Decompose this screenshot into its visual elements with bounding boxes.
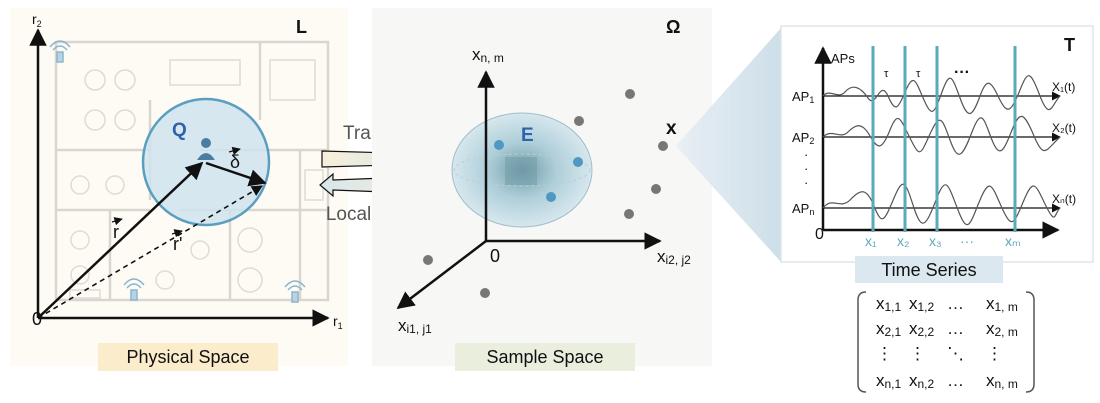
tau-label: τ [884, 68, 889, 80]
matrix-cell: … [947, 294, 964, 313]
sample-point-x-label: x [666, 118, 677, 139]
panel-corner-label-T: T [1064, 35, 1075, 55]
matrix-cell: ⋮ [876, 344, 893, 363]
xnt-label: Xₙ(t) [1052, 192, 1076, 206]
matrix-cell: … [947, 319, 964, 338]
series-origin-label: 0 [815, 226, 824, 243]
matrix-cell: xn,1 [876, 371, 902, 391]
access-point-icon [123, 278, 145, 301]
caption-sample: Sample Space [486, 347, 603, 367]
matrix-cells: x1,1 x1,2 … x1, m x2,1 x2,2 … x2, m ⋮ ⋮ ⋱ ⋮ xn,1 xn,2… [876, 294, 1018, 391]
matrix-cell: … [947, 371, 964, 390]
origin-label: 0 [32, 309, 42, 329]
axis-xnm-label: xn, m [472, 45, 504, 65]
sample-point [651, 184, 661, 194]
ap1-signal [822, 75, 1061, 115]
matrix-cell: ⋮ [909, 344, 926, 363]
ap2-label: AP2 [792, 130, 814, 146]
apn-label: APn [792, 201, 814, 217]
aps-label: APs [831, 51, 855, 66]
sample-point [574, 116, 584, 126]
sample-point-inside [494, 140, 504, 150]
xi1j1-axis [396, 240, 487, 310]
caption-physical: Physical Space [126, 347, 249, 367]
time-series-panel: APs T τ τ ··· AP1 AP2 APn · · · X₁(t) X₂… [780, 25, 1094, 283]
axis-xi2j2-label: xi2, j2 [657, 247, 691, 267]
access-point-icon [49, 40, 71, 63]
axis-r2-label: r2 [32, 11, 42, 29]
zoom-cone [676, 28, 781, 262]
sample-point [658, 141, 668, 151]
matrix-cell: x1, m [986, 294, 1018, 314]
caption-series-bg [855, 256, 1003, 283]
sample-point [480, 288, 490, 298]
matrix-cell: x2,2 [909, 319, 935, 339]
x1t-label: X₁(t) [1052, 80, 1075, 94]
vector-r-prime-label: r' [173, 234, 182, 254]
tick-dots: ··· [960, 233, 974, 249]
sample-point [624, 209, 634, 219]
ellipsoid-equator [453, 153, 591, 187]
physical-space-panel: r2 r1 L 0 Q r r' δ Physical Space [10, 8, 348, 371]
matrix-cell: x1,2 [909, 294, 935, 314]
tick-xm: xₘ [1005, 233, 1021, 249]
sample-point [423, 255, 433, 265]
ap1-label: AP1 [792, 89, 814, 105]
vdots-label: · [804, 147, 808, 162]
sample-space-panel: E xn, m xi2, j2 xi1, j1 0 Ω x Sample Spa… [372, 8, 712, 371]
vector-delta-accent [228, 146, 241, 156]
matrix-cell: x1,1 [876, 294, 902, 314]
x2t-label: X₂(t) [1052, 121, 1076, 135]
data-matrix: x1,1 x1,2 … x1, m x2,1 x2,2 … x2, m ⋮ ⋮ ⋱ ⋮ xn,1 xn,2… [857, 291, 1035, 393]
caption-sample-bg [455, 343, 635, 371]
vector-r [37, 161, 204, 319]
vector-r-accent [111, 217, 123, 226]
caption-series: Time Series [881, 260, 976, 280]
tau-label: τ [916, 68, 921, 80]
axis-r1-label: r1 [333, 313, 343, 331]
person-icon [197, 138, 215, 160]
matrix-cell: x2,1 [876, 319, 902, 339]
furniture [69, 59, 324, 299]
vector-r-prime-accent [171, 229, 183, 238]
access-point-icon [284, 280, 306, 303]
axis-xi1j1-label: xi1, j1 [398, 316, 432, 336]
vector-delta-label: δ [230, 152, 240, 172]
sample-point [625, 89, 635, 99]
vector-delta [205, 161, 267, 187]
dots-label: ··· [954, 64, 970, 81]
ellipsoid-label-E: E [521, 125, 534, 146]
region-label-Q: Q [172, 120, 187, 141]
panel-corner-label-omega: Ω [666, 17, 680, 37]
vdots-label: · [804, 161, 808, 176]
matrix-left-bracket [857, 291, 867, 393]
sample-origin-label: 0 [490, 246, 500, 266]
matrix-cell: x2, m [986, 319, 1018, 339]
vdots-label: · [804, 175, 808, 190]
sample-point-inside [573, 157, 583, 167]
matrix-cell: ⋮ [986, 344, 1003, 363]
ellipsoid-core [505, 157, 537, 185]
tick-x1: x₁ [865, 233, 877, 249]
panel-corner-label-L: L [296, 17, 307, 37]
tick-x3: x₃ [929, 233, 942, 249]
vector-r-label: r [113, 222, 119, 242]
matrix-cell: ⋱ [947, 344, 964, 363]
region-circle [141, 97, 271, 227]
tick-x2: x₂ [897, 233, 909, 249]
sample-point-inside [546, 192, 556, 202]
matrix-cell: xn,2 [909, 371, 935, 391]
matrix-cell: xn, m [986, 371, 1018, 391]
caption-physical-bg [98, 343, 278, 371]
matrix-right-bracket [1025, 291, 1035, 393]
vector-r-prime [37, 185, 263, 319]
